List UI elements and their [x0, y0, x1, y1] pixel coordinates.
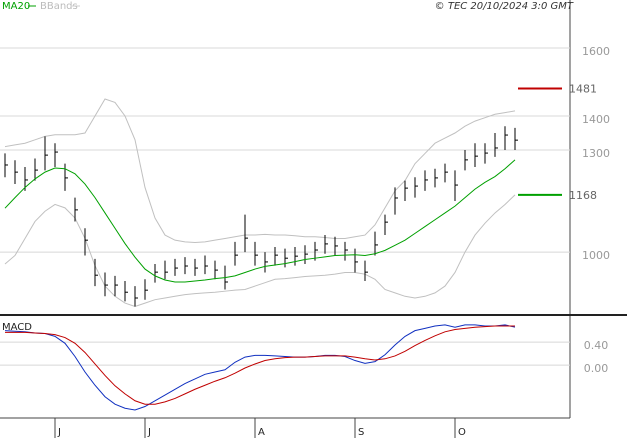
source: © TEC 20/10/2024 3:0 GMT — [435, 1, 574, 12]
ma-line — [4, 159, 516, 283]
y-tick-label: 1300 — [582, 147, 610, 160]
panel-title: MACD — [2, 322, 32, 333]
level-label: 1168 — [569, 189, 597, 202]
x-tick-label: J — [147, 427, 151, 438]
upper-band — [4, 98, 516, 244]
y-tick-label: 0.00 — [584, 362, 609, 375]
level-label: 1481 — [569, 82, 597, 95]
y-tick-label: 0.40 — [584, 339, 609, 352]
macd-line — [4, 324, 516, 411]
lower-band — [4, 194, 516, 308]
y-tick-label: 1600 — [582, 45, 610, 58]
x-tick-label: O — [458, 427, 466, 438]
y-tick-label: 1400 — [582, 113, 610, 126]
legend-ma: MA20 — [2, 1, 30, 12]
x-tick-label: S — [358, 427, 364, 438]
macd-line — [5, 325, 515, 405]
y-tick-label: 1000 — [582, 249, 610, 262]
x-tick-label: A — [258, 427, 265, 438]
legend-bands: BBands — [40, 1, 78, 12]
x-tick-label: J — [57, 427, 61, 438]
